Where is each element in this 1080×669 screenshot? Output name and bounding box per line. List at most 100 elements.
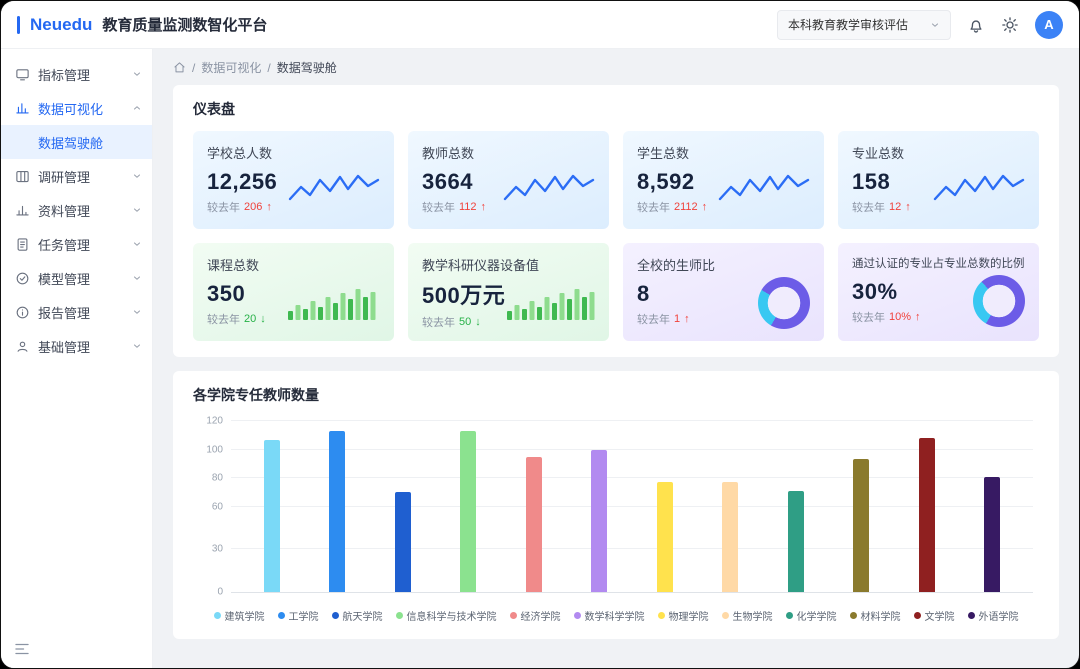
legend-label: 生物学院 [732, 612, 773, 623]
line-sparkline [288, 171, 380, 211]
bar-经济学院[interactable] [525, 456, 542, 592]
bar-文学院[interactable] [918, 438, 935, 592]
y-axis-tick: 80 [211, 472, 223, 484]
stat-value: 3664 [422, 168, 473, 194]
bar-化学学院[interactable] [787, 490, 804, 592]
monitor-icon [15, 67, 30, 82]
arrow-up-icon: ↑ [915, 311, 921, 323]
breadcrumb-item[interactable]: 数据可视化 [201, 61, 262, 75]
board-icon [15, 169, 30, 184]
breadcrumb: / 数据可视化 / 数据驾驶舱 [153, 49, 1079, 85]
sidebar-item-报告管理[interactable]: 报告管理 [1, 295, 152, 329]
sidebar-item-label: 任务管理 [38, 237, 91, 253]
legend-label: 化学学院 [796, 612, 837, 623]
donut-chart [758, 276, 810, 329]
legend-item-外语学院[interactable]: 外语学院 [967, 608, 1019, 623]
bar-外语学院[interactable] [984, 476, 1001, 592]
legend-dot [721, 612, 729, 619]
legend-label: 物理学院 [668, 612, 709, 623]
legend-item-物理学院[interactable]: 物理学院 [657, 608, 709, 623]
sidebar-item-模型管理[interactable]: 模型管理 [1, 261, 152, 295]
bell-icon[interactable] [967, 16, 985, 34]
y-axis-tick: 30 [211, 543, 223, 555]
stat-label: 学校总人数 [207, 146, 273, 161]
stat-label: 课程总数 [207, 258, 260, 273]
sidebar-item-调研管理[interactable]: 调研管理 [1, 159, 152, 193]
legend-dot [913, 612, 921, 619]
legend-label: 工学院 [288, 612, 319, 623]
stat-label: 教师总数 [422, 146, 475, 161]
arrow-up-icon: ↑ [684, 312, 690, 325]
bar-物理学院[interactable] [656, 482, 673, 592]
home-icon[interactable] [173, 61, 186, 74]
sidebar-item-基础管理[interactable]: 基础管理 [1, 329, 152, 363]
bar-数学科学学院[interactable] [591, 449, 608, 592]
arrow-up-icon: ↑ [480, 200, 487, 213]
bar-建筑学院[interactable] [263, 439, 280, 592]
app-layout: 指标管理 数据可视化 数据驾驶舱 调研管理 资料管理 任务管理 模型管理 报告管理 基础管理 /… [1, 49, 1079, 668]
app-title: 教育质量监测数智化平台 [102, 17, 268, 34]
brand-logo: Neuedu [30, 14, 93, 34]
legend-item-数学科学学院[interactable]: 数学科学学院 [573, 608, 645, 623]
legend-label: 信息科学与技术学院 [406, 612, 497, 623]
legend-dot [967, 612, 975, 619]
chevron-down-icon [930, 20, 940, 30]
header-actions: 本科教育教学审核评估 A [776, 9, 1063, 40]
legend-item-生物学院[interactable]: 生物学院 [721, 608, 773, 623]
stat-value: 350 [207, 280, 246, 306]
sidebar-item-数据可视化[interactable]: 数据可视化 [1, 91, 152, 125]
arrow-up-icon: ↑ [266, 200, 272, 213]
legend-item-工学院[interactable]: 工学院 [277, 608, 319, 623]
legend-item-经济学院[interactable]: 经济学院 [509, 608, 561, 623]
sidebar-subitem-数据驾驶舱[interactable]: 数据驾驶舱 [1, 125, 152, 159]
legend-item-文学院[interactable]: 文学院 [913, 608, 955, 623]
legend-label: 材料学院 [860, 612, 901, 623]
arrow-down-icon: ↓ [260, 312, 266, 325]
bar-航天学院[interactable] [394, 492, 411, 592]
stat-delta: 较去年 50 ↓ [422, 315, 481, 329]
evaluation-select[interactable]: 本科教育教学审核评估 [776, 9, 951, 40]
legend-dot [573, 612, 581, 619]
sidebar-item-label: 报告管理 [38, 305, 91, 321]
sidebar-item-资料管理[interactable]: 资料管理 [1, 193, 152, 227]
header-accent-bar [17, 15, 20, 34]
sidebar-collapse-icon[interactable] [13, 640, 31, 658]
stat-delta: 较去年 2112 ↑ [637, 200, 708, 214]
legend-item-航天学院[interactable]: 航天学院 [331, 608, 383, 623]
bar-chart: 0 30 60 80 100 120 [206, 416, 1033, 598]
legend-label: 经济学院 [520, 612, 561, 623]
sidebar-item-label: 调研管理 [38, 169, 91, 185]
bar-材料学院[interactable] [853, 459, 870, 592]
info-circle-icon [15, 305, 30, 320]
stat-cards: 学校总人数 12,256 较去年 206 ↑ 教师总数 3664 较去年 112 ↑ 学生总数 8,5… [193, 131, 1039, 341]
chevron-up-icon [132, 103, 142, 113]
avatar[interactable]: A [1035, 10, 1063, 39]
bar-sparkline [286, 284, 380, 322]
bar-生物学院[interactable] [722, 482, 739, 592]
legend-dot [213, 612, 221, 619]
bar-信息科学与技术学院[interactable] [460, 430, 477, 592]
breadcrumb-separator: / [192, 60, 196, 75]
document-icon [15, 237, 30, 252]
chevron-down-icon [132, 341, 142, 351]
bar-工学院[interactable] [329, 430, 346, 592]
stat-label: 学生总数 [637, 146, 690, 161]
legend-item-化学学院[interactable]: 化学学院 [785, 608, 837, 623]
legend-item-材料学院[interactable]: 材料学院 [849, 608, 901, 623]
stat-label: 专业总数 [852, 146, 905, 161]
theme-brightness-icon[interactable] [1001, 16, 1019, 34]
y-axis-tick: 0 [217, 586, 223, 598]
sidebar: 指标管理 数据可视化 数据驾驶舱调研管理资料管理任务管理模型管理报告管理基础管理 [1, 49, 153, 668]
arrow-down-icon: ↓ [475, 315, 481, 328]
stat-label: 全校的生师比 [637, 258, 716, 273]
legend-item-建筑学院[interactable]: 建筑学院 [213, 608, 265, 623]
sidebar-item-任务管理[interactable]: 任务管理 [1, 227, 152, 261]
stat-value: 30% [852, 279, 898, 304]
chevron-down-icon [132, 239, 142, 249]
legend-item-信息科学与技术学院[interactable]: 信息科学与技术学院 [395, 608, 497, 623]
line-sparkline [718, 171, 810, 211]
legend-dot [849, 612, 857, 619]
sidebar-item-指标管理[interactable]: 指标管理 [1, 57, 152, 91]
sidebar-item-label: 模型管理 [38, 271, 91, 287]
y-axis-tick: 60 [211, 501, 223, 512]
